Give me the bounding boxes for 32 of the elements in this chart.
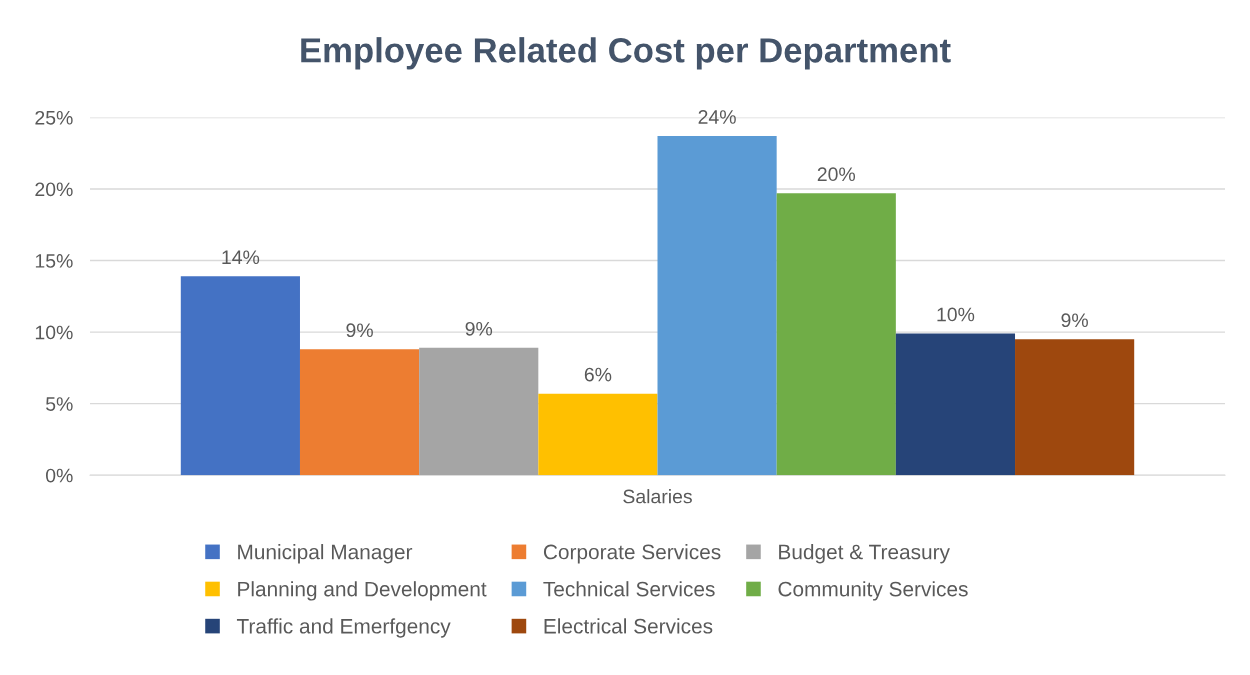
bar xyxy=(895,333,1016,476)
y-tick-label: 15% xyxy=(35,254,73,268)
y-tick-label: 10% xyxy=(35,325,73,340)
bar xyxy=(538,393,658,476)
legend-label: Traffic and Emerfgency xyxy=(236,618,451,638)
bar xyxy=(776,193,896,476)
legend-label: Community Services xyxy=(778,581,968,601)
y-tick-label: 5% xyxy=(46,397,73,411)
data-label: 10% xyxy=(937,307,975,322)
legend-label: Corporate Services xyxy=(543,544,721,564)
bar xyxy=(657,136,777,476)
legend-label: Budget & Treasury xyxy=(779,544,950,564)
chart-title: Employee Related Cost per Department xyxy=(301,37,951,70)
data-label: 9% xyxy=(465,321,493,336)
legend-label: Planning and Development xyxy=(238,581,487,601)
data-label: 24% xyxy=(698,110,736,124)
legend-label: Electrical Services xyxy=(544,618,713,634)
data-label: 9% xyxy=(1061,313,1088,328)
bar xyxy=(419,347,539,476)
bar xyxy=(1015,339,1135,476)
data-label: 20% xyxy=(817,167,856,182)
bar xyxy=(299,349,420,476)
bar xyxy=(180,276,300,476)
y-tick-label: 25% xyxy=(35,110,73,125)
y-tick-label: 20% xyxy=(35,182,73,197)
x-tick-label: Salaries xyxy=(623,489,692,504)
legend-label: Municipal Manager xyxy=(238,544,413,564)
data-label: 6% xyxy=(584,367,612,382)
data-label: 9% xyxy=(346,323,373,338)
data-label: 14% xyxy=(222,250,260,265)
legend-label: Technical Services xyxy=(543,581,715,597)
y-tick-label: 0% xyxy=(45,468,73,483)
